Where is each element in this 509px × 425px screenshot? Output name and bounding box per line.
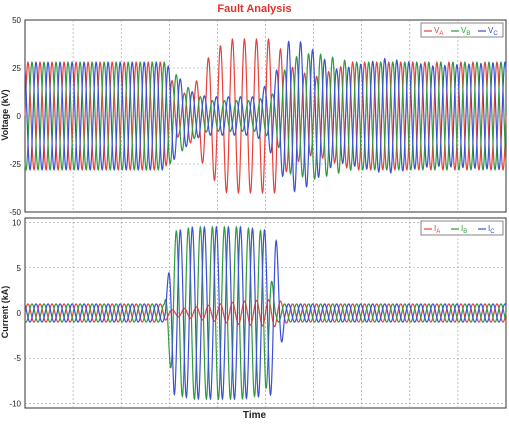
legend-entry: VA — [434, 26, 443, 37]
legend-entry-main: V — [461, 26, 467, 35]
y-tick-label: 50 — [12, 16, 21, 25]
voltage-axis-label: Voltage (kV) — [0, 89, 10, 141]
y-tick-label: 0 — [17, 112, 22, 121]
series-line-i-b — [24, 225, 507, 401]
legend-entry-sub: B — [463, 229, 467, 235]
legend-entry-main: I — [488, 224, 490, 233]
y-tick-label: 0 — [17, 309, 22, 318]
y-tick-label: 5 — [17, 264, 22, 273]
series-line-i-c — [24, 225, 507, 401]
y-tick-label: -10 — [9, 399, 21, 408]
legend-entry-sub: A — [439, 31, 443, 37]
x-axis-label: Time — [242, 410, 267, 421]
legend-entry-main: V — [488, 26, 494, 35]
legend-entry-sub: C — [490, 229, 495, 235]
y-tick-label: -5 — [14, 354, 22, 363]
legend-entry: IA — [434, 224, 440, 235]
legend-entry: VC — [488, 26, 498, 37]
y-tick-label: -50 — [9, 208, 21, 217]
legend-entry-sub: B — [466, 31, 470, 37]
legend-entry-main: I — [434, 224, 436, 233]
series-line-v-a — [24, 37, 507, 195]
legend-entry-main: I — [461, 224, 463, 233]
current-axis-label: Current (kA) — [0, 285, 10, 339]
y-tick-label: 10 — [12, 219, 21, 228]
legend-box — [420, 220, 504, 236]
y-tick-label: 25 — [12, 64, 21, 73]
y-tick-label: -25 — [9, 160, 21, 169]
series-line-i-a — [24, 299, 507, 328]
legend-entry: IC — [488, 224, 495, 235]
series-line-v-b — [24, 52, 507, 181]
legend-entry: IB — [461, 224, 467, 235]
legend-entry: VB — [461, 26, 470, 37]
chart-title: Fault Analysis — [217, 3, 292, 15]
legend-box — [420, 22, 504, 38]
series-line-v-c — [24, 40, 507, 193]
legend-entry-main: V — [434, 26, 440, 35]
legend-entry-sub: A — [436, 229, 440, 235]
legend-entry-sub: C — [493, 31, 498, 37]
